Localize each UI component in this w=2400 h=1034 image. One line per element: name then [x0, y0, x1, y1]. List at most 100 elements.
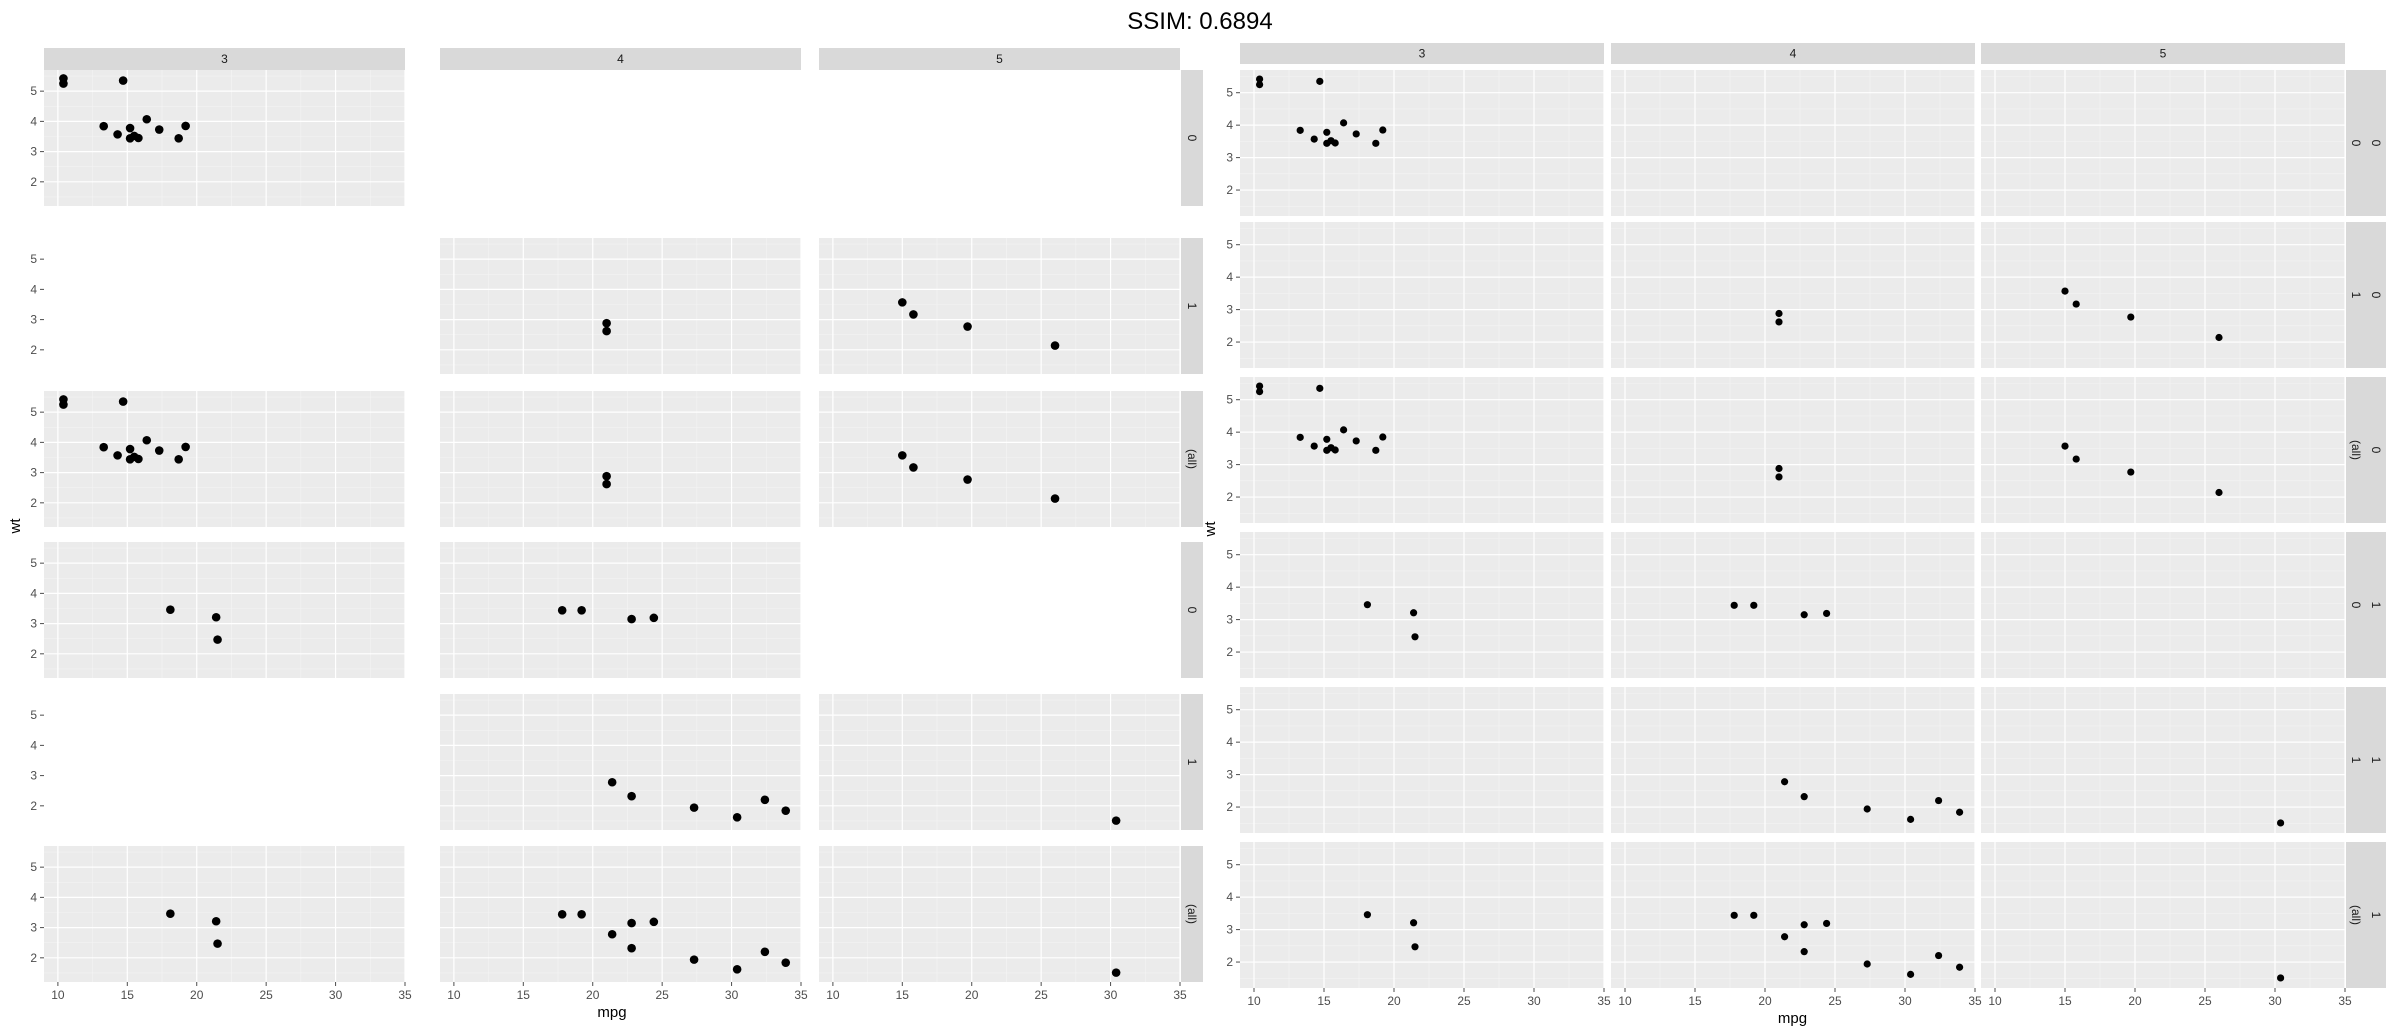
y-tick-label: 4	[1226, 580, 1233, 594]
data-point	[2127, 468, 2135, 476]
row-strip	[2346, 70, 2366, 216]
y-tick-label: 2	[1226, 335, 1233, 349]
data-point	[134, 133, 143, 143]
row-strip	[1181, 391, 1203, 527]
data-point	[142, 114, 152, 124]
panel-background	[1981, 687, 2345, 833]
panel-background	[1240, 532, 1604, 678]
data-point	[607, 929, 617, 939]
y-tick-label: 5	[1226, 393, 1233, 407]
data-point	[1379, 126, 1387, 134]
data-point	[689, 803, 699, 812]
y-tick-label: 5	[30, 556, 37, 570]
panel-background	[1611, 377, 1975, 523]
data-point	[607, 777, 617, 787]
data-point	[963, 322, 972, 331]
facet-panel	[440, 694, 802, 830]
y-tick-label: 3	[30, 145, 37, 159]
x-tick-label: 15	[517, 988, 531, 1002]
row-strip-label: 1	[1185, 759, 1199, 766]
y-tick-label: 3	[30, 617, 37, 631]
y-tick-label: 2	[1226, 800, 1233, 814]
facet-panel	[1981, 222, 2346, 368]
data-point	[909, 310, 918, 319]
facet-panel	[819, 846, 1181, 982]
facet-panel	[1240, 70, 1605, 216]
data-point	[2277, 819, 2285, 827]
y-tick-label: 4	[30, 586, 37, 600]
data-point	[1331, 446, 1339, 454]
facet-panel	[1240, 532, 1605, 678]
x-tick-label: 35	[1968, 994, 1982, 1008]
x-axis-title: mpg	[597, 1004, 626, 1021]
x-tick-label: 25	[1828, 994, 1842, 1008]
x-tick-label: 25	[1457, 994, 1471, 1008]
y-tick-label: 4	[30, 282, 37, 296]
y-tick-label: 3	[30, 313, 37, 327]
x-tick-label: 30	[725, 988, 739, 1002]
facet-panel	[1611, 842, 1976, 988]
x-tick-label: 30	[329, 988, 343, 1002]
y-tick-label: 4	[1226, 425, 1233, 439]
data-point	[1363, 601, 1371, 609]
data-point	[2127, 313, 2135, 321]
y-tick-label: 4	[1226, 270, 1233, 284]
data-point	[689, 955, 699, 964]
data-point	[1775, 309, 1783, 318]
row-strip	[2366, 532, 2386, 678]
data-point	[211, 916, 221, 926]
panel-background	[440, 846, 801, 982]
row-strip	[2346, 377, 2366, 523]
x-tick-label: 20	[190, 988, 204, 1002]
data-point	[898, 451, 907, 460]
data-point	[1050, 494, 1060, 503]
y-tick-label: 5	[30, 252, 37, 266]
panel-background	[440, 391, 801, 527]
data-point	[1781, 778, 1789, 786]
row-strip	[1181, 846, 1203, 982]
x-tick-label: 20	[2128, 994, 2142, 1008]
data-point	[1411, 633, 1419, 641]
facet-panel	[440, 391, 802, 527]
x-tick-label: 10	[826, 988, 840, 1002]
y-tick-label: 2	[1226, 645, 1233, 659]
facet-panel	[1611, 70, 1976, 216]
data-point	[1310, 135, 1318, 143]
y-tick-label: 3	[30, 769, 37, 783]
data-point	[1340, 119, 1348, 127]
y-tick-label: 3	[1226, 923, 1233, 937]
y-tick-label: 2	[1226, 183, 1233, 197]
data-point	[760, 947, 770, 957]
facet-panel	[1981, 377, 2346, 523]
x-tick-label: 35	[1597, 994, 1611, 1008]
row-strip-label: (all)	[2349, 440, 2363, 460]
panel-background	[1611, 222, 1975, 368]
y-tick-label: 2	[30, 951, 37, 965]
col-strip-label: 3	[221, 52, 228, 66]
col-strip-label: 3	[1419, 47, 1426, 61]
data-point	[963, 475, 972, 484]
x-axis-title: mpg	[1778, 1010, 1807, 1027]
x-tick-label: 25	[2198, 994, 2212, 1008]
data-point	[59, 395, 68, 404]
panel-background	[1240, 70, 1604, 216]
y-tick-label: 4	[1226, 735, 1233, 749]
data-point	[1111, 968, 1121, 977]
col-strip	[440, 48, 801, 70]
x-tick-label: 15	[896, 988, 910, 1002]
data-point	[1316, 384, 1324, 392]
x-tick-label: 30	[1104, 988, 1118, 1002]
facet-panel	[1981, 532, 2346, 678]
y-axis-title: wt	[7, 518, 24, 535]
data-point	[1775, 318, 1783, 326]
data-point	[577, 910, 586, 919]
data-point	[732, 965, 742, 974]
y-tick-label: 5	[30, 860, 37, 874]
data-point	[1111, 816, 1121, 825]
y-tick-label: 2	[30, 496, 37, 510]
y-tick-label: 2	[30, 343, 37, 357]
data-point	[1352, 130, 1360, 138]
x-tick-label: 20	[1758, 994, 1772, 1008]
row-strip-label: 0	[2369, 292, 2383, 299]
col-strip-label: 4	[617, 52, 624, 66]
